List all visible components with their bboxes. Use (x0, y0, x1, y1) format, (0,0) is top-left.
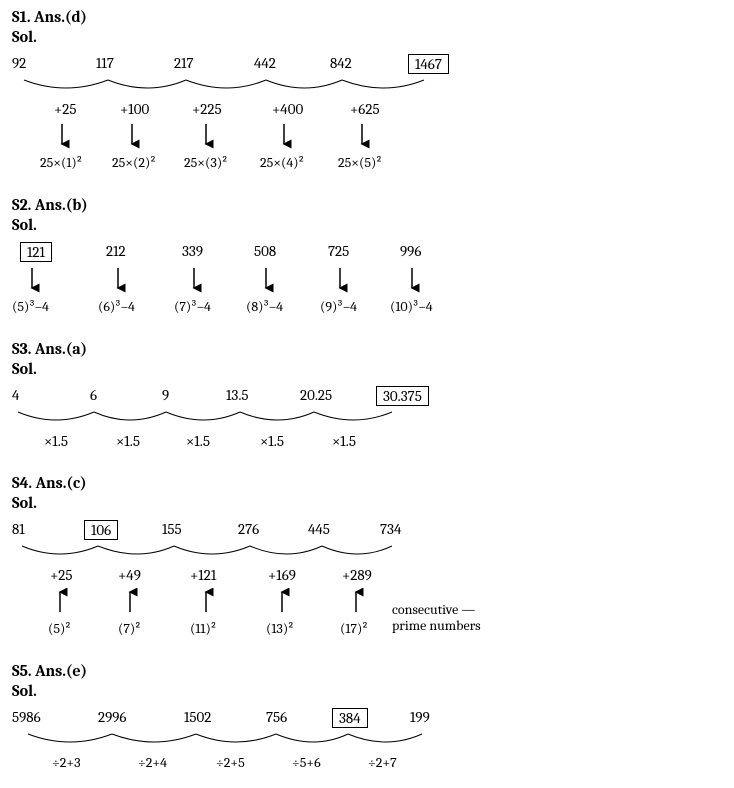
s4-num-2: 155 (162, 520, 182, 538)
s1-op-4: +625 (350, 100, 380, 118)
s5-sol: Sol. (12, 682, 722, 700)
s2-num-4: 725 (328, 242, 349, 260)
s2-num-0-boxed: 121 (20, 242, 52, 262)
s2-formula-5: (10)³–4 (390, 298, 433, 315)
s5-diagram: 5986 2996 1502 756 384 199 ÷2+3 ÷2+4 ÷2+… (12, 708, 472, 776)
s5-op-4: ÷2+7 (368, 754, 397, 771)
s4-sol: Sol. (12, 494, 722, 512)
s4-formula-4: (17)² (340, 620, 368, 637)
s4-note: consecutive —prime numbers (392, 602, 481, 634)
s4-num-5: 734 (380, 520, 401, 538)
s2-formula-0: (5)³–4 (12, 298, 49, 315)
s4-op-2: +121 (190, 566, 216, 584)
s2-num-2: 339 (182, 242, 203, 260)
s1-sol: Sol. (12, 28, 722, 46)
s3-sol: Sol. (12, 360, 722, 378)
s3-num-3: 13.5 (226, 386, 249, 404)
s4-formula-0: (5)² (48, 620, 71, 637)
s4-num-0: 81 (12, 520, 25, 538)
s3-heading: S3. Ans.(a) (12, 340, 722, 358)
s4-op-3: +169 (268, 566, 296, 584)
s3-op-1: ×1.5 (116, 432, 140, 450)
s4-heading: S4. Ans.(c) (12, 474, 722, 492)
s1-arcs (12, 78, 442, 96)
s2-formula-1: (6)³–4 (98, 298, 135, 315)
s1-num-5-boxed: 1467 (408, 54, 449, 74)
s4-formula-2: (11)² (190, 620, 217, 637)
s1-num-2: 217 (174, 54, 194, 72)
s5-num-5: 199 (410, 708, 430, 726)
s3-op-0: ×1.5 (44, 432, 68, 450)
s3-diagram: 4 6 9 13.5 20.25 30.375 ×1.5 ×1.5 ×1.5 ×… (12, 386, 472, 454)
s1-num-3: 442 (254, 54, 276, 72)
s2-num-3: 508 (254, 242, 276, 260)
s1-formula-1: 25×(2)² (112, 154, 156, 171)
s2-diagram: 121 212 339 508 725 996 (5)³–4 (6)³–4 (7… (12, 242, 472, 320)
solution-2: S2. Ans.(b) Sol. 121 212 339 508 725 996… (12, 196, 722, 320)
s4-formula-3: (13)² (266, 620, 294, 637)
s2-formula-2: (7)³–4 (174, 298, 211, 315)
s3-num-0: 4 (12, 386, 19, 404)
s1-op-2: +225 (192, 100, 222, 118)
s1-num-1: 117 (96, 54, 114, 72)
s3-num-5-boxed: 30.375 (376, 386, 429, 406)
s2-formula-3: (8)³–4 (246, 298, 283, 315)
s4-num-4: 445 (308, 520, 330, 538)
s1-formula-0: 25×(1)² (40, 154, 82, 171)
s2-num-1: 212 (106, 242, 126, 260)
s1-op-0: +25 (54, 100, 77, 118)
s1-heading: S1. Ans.(d) (12, 8, 722, 26)
solution-1: S1. Ans.(d) Sol. 92 117 217 442 842 1467… (12, 8, 722, 176)
s1-num-0: 92 (12, 54, 26, 72)
s3-op-2: ×1.5 (186, 432, 210, 450)
s3-op-4: ×1.5 (332, 432, 356, 450)
s5-op-1: ÷2+4 (138, 754, 167, 771)
s5-num-1: 2996 (98, 708, 126, 726)
s2-sol: Sol. (12, 216, 722, 234)
s5-heading: S5. Ans.(e) (12, 662, 722, 680)
s1-formula-4: 25×(5)² (338, 154, 382, 171)
s3-num-1: 6 (90, 386, 97, 404)
s1-formula-3: 25×(4)² (260, 154, 304, 171)
s2-arrows (12, 266, 442, 294)
s5-num-0: 5986 (12, 708, 41, 726)
s4-op-4: +289 (342, 566, 372, 584)
s5-op-0: ÷2+3 (52, 754, 81, 771)
s5-op-2: ÷2+5 (216, 754, 245, 771)
s4-formula-1: (7)² (118, 620, 141, 637)
s4-arrows (12, 588, 432, 616)
s4-diagram: 81 106 155 276 445 734 +25 +49 +121 +169… (12, 520, 532, 642)
solution-5: S5. Ans.(e) Sol. 5986 2996 1502 756 384 … (12, 662, 722, 776)
s4-num-1-boxed: 106 (84, 520, 118, 540)
s3-num-2: 9 (162, 386, 169, 404)
solution-4: S4. Ans.(c) Sol. 81 106 155 276 445 734 … (12, 474, 722, 642)
s5-arcs (12, 732, 452, 750)
s1-arrows (12, 122, 442, 150)
solution-3: S3. Ans.(a) Sol. 4 6 9 13.5 20.25 30.375… (12, 340, 722, 454)
s3-op-3: ×1.5 (260, 432, 284, 450)
s5-num-3: 756 (266, 708, 287, 726)
s1-diagram: 92 117 217 442 842 1467 +25 +100 +225 +4… (12, 54, 472, 176)
s4-op-1: +49 (118, 566, 141, 584)
s2-heading: S2. Ans.(b) (12, 196, 722, 214)
s4-op-0: +25 (50, 566, 73, 584)
s2-formula-4: (9)³–4 (320, 298, 357, 315)
s1-op-3: +400 (272, 100, 303, 118)
s5-num-2: 1502 (184, 708, 211, 726)
s3-num-4: 20.25 (300, 386, 332, 404)
s1-formula-2: 25×(3)² (184, 154, 228, 171)
s4-num-3: 276 (238, 520, 259, 538)
s5-num-4-boxed: 384 (332, 708, 368, 728)
s5-op-3: ÷5+6 (292, 754, 321, 771)
s3-arcs (12, 410, 432, 428)
s4-arcs (12, 544, 432, 562)
s2-num-5: 996 (400, 242, 421, 260)
s1-num-4: 842 (330, 54, 352, 72)
s1-op-1: +100 (120, 100, 149, 118)
